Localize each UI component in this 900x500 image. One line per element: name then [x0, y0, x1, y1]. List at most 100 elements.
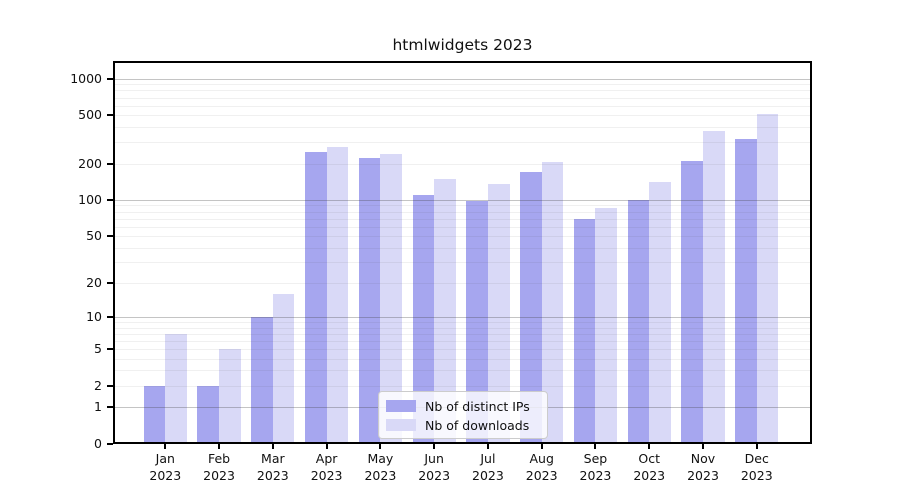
- bar-downloads-sep: [595, 208, 618, 444]
- y-tick-label-0: 0: [94, 435, 102, 451]
- legend-label-distinct-ips: Nb of distinct IPs: [425, 398, 530, 414]
- y-tick-mark: [107, 384, 113, 387]
- y-tick-mark: [107, 348, 113, 351]
- legend: Nb of distinct IPs Nb of downloads: [378, 391, 548, 439]
- bar-downloads-aug: [541, 161, 564, 444]
- y-tick-label-1: 1: [94, 399, 102, 415]
- x-tick-label-sep: Sep 2023: [579, 451, 612, 483]
- y-tick-mark: [107, 281, 113, 284]
- bar-distinct-ips-jan: [143, 385, 166, 444]
- y-tick-label-100: 100: [78, 191, 102, 207]
- bar-downloads-oct: [649, 182, 671, 444]
- gridline-3: [113, 370, 812, 372]
- gridline-90: [113, 205, 812, 207]
- gridline-40: [113, 247, 812, 249]
- gridline-800: [113, 90, 812, 92]
- x-tick-label-dec: Dec 2023: [740, 451, 773, 483]
- gridline-500: [113, 115, 812, 117]
- x-tick-label-feb: Feb 2023: [203, 451, 235, 483]
- bar-distinct-ips-jun: [412, 194, 435, 444]
- x-tick-label-jun: Jun 2023: [418, 451, 451, 483]
- y-tick-label-200: 200: [78, 155, 102, 171]
- bar-downloads-jan: [165, 333, 187, 444]
- x-tick-mark: [486, 444, 489, 449]
- gridline-9: [113, 322, 812, 324]
- gridline-7: [113, 333, 812, 335]
- legend-swatch-downloads: [386, 419, 416, 431]
- y-tick-label-5: 5: [94, 341, 102, 357]
- legend-row: Nb of distinct IPs: [386, 398, 540, 414]
- x-tick-label-jul: Jul 2023: [472, 451, 504, 483]
- bar-downloads-feb: [219, 349, 241, 444]
- x-tick-mark: [325, 444, 328, 449]
- gridline-50: [113, 235, 812, 237]
- gridline-8: [113, 327, 812, 329]
- y-tick-label-500: 500: [78, 107, 102, 123]
- x-tick-label-apr: Apr 2023: [310, 451, 343, 483]
- gridline-5: [113, 349, 812, 351]
- x-tick-mark: [164, 444, 167, 449]
- bar-distinct-ips-mar: [251, 317, 273, 444]
- gridline-80: [113, 211, 812, 213]
- y-tick-label-2: 2: [94, 377, 102, 393]
- y-tick-mark: [107, 77, 113, 80]
- plot-area: Nb of distinct IPs Nb of downloads: [113, 61, 812, 444]
- y-tick-mark: [107, 114, 113, 117]
- x-tick-mark: [433, 444, 436, 449]
- gridline-400: [113, 127, 812, 129]
- bar-distinct-ips-apr: [305, 151, 327, 444]
- x-tick-label-mar: Mar 2023: [256, 451, 289, 483]
- y-tick-label-1000: 1000: [70, 70, 102, 86]
- y-tick-label-10: 10: [86, 309, 102, 325]
- bar-distinct-ips-feb: [197, 385, 220, 444]
- bar-distinct-ips-nov: [681, 160, 703, 444]
- y-tick-mark: [107, 234, 113, 237]
- gridline-300: [113, 142, 812, 144]
- bar-distinct-ips-oct: [627, 200, 650, 444]
- x-tick-label-nov: Nov 2023: [687, 451, 719, 483]
- x-tick-mark: [594, 444, 597, 449]
- bar-distinct-ips-may: [358, 158, 381, 444]
- y-tick-label-50: 50: [86, 227, 102, 243]
- bar-downloads-nov: [703, 130, 725, 444]
- x-tick-mark: [755, 444, 758, 449]
- y-tick-label-20: 20: [86, 274, 102, 290]
- x-tick-mark: [540, 444, 543, 449]
- bar-downloads-apr: [326, 146, 349, 444]
- gridline-4: [113, 358, 812, 360]
- legend-swatch-distinct-ips: [386, 400, 416, 412]
- bar-distinct-ips-dec: [735, 138, 757, 444]
- gridline-2: [113, 385, 812, 387]
- gridline-20: [113, 282, 812, 284]
- bar-distinct-ips-aug: [520, 172, 542, 444]
- gridline-100: [113, 199, 812, 201]
- bar-distinct-ips-jul: [466, 201, 488, 444]
- gridline-600: [113, 105, 812, 107]
- gridline-70: [113, 218, 812, 220]
- x-tick-label-aug: Aug 2023: [525, 451, 558, 483]
- gridline-10: [113, 317, 812, 319]
- gridline-1000: [113, 78, 812, 80]
- chart-title: htmlwidgets 2023: [392, 36, 533, 54]
- legend-row: Nb of downloads: [386, 417, 540, 433]
- x-tick-mark: [648, 444, 651, 449]
- y-tick-mark: [107, 406, 113, 409]
- bar-distinct-ips-sep: [573, 218, 596, 444]
- x-tick-mark: [218, 444, 221, 449]
- x-tick-mark: [702, 444, 704, 449]
- bar-downloads-dec: [756, 113, 779, 444]
- bar-downloads-jul: [487, 183, 510, 444]
- y-tick-mark: [107, 162, 113, 165]
- y-tick-mark: [107, 442, 113, 445]
- bar-downloads-mar: [272, 294, 295, 444]
- x-tick-mark: [379, 444, 382, 449]
- gridline-30: [113, 262, 812, 264]
- x-tick-mark: [271, 444, 274, 449]
- x-tick-label-may: May 2023: [364, 451, 397, 483]
- gridline-6: [113, 340, 812, 342]
- bar-downloads-jun: [434, 178, 456, 444]
- bar-downloads-may: [380, 153, 402, 444]
- y-tick-mark: [107, 198, 113, 201]
- x-tick-label-jan: Jan 2023: [149, 451, 182, 483]
